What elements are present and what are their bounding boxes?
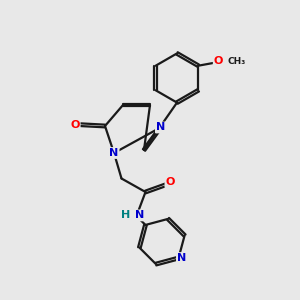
Text: N: N: [136, 210, 145, 220]
Text: N: N: [156, 122, 165, 133]
Text: O: O: [70, 119, 80, 130]
Text: H: H: [122, 210, 130, 220]
Text: CH₃: CH₃: [227, 57, 245, 66]
Text: O: O: [214, 56, 223, 66]
Text: N: N: [177, 253, 186, 263]
Text: O: O: [165, 177, 175, 187]
Text: N: N: [110, 148, 118, 158]
